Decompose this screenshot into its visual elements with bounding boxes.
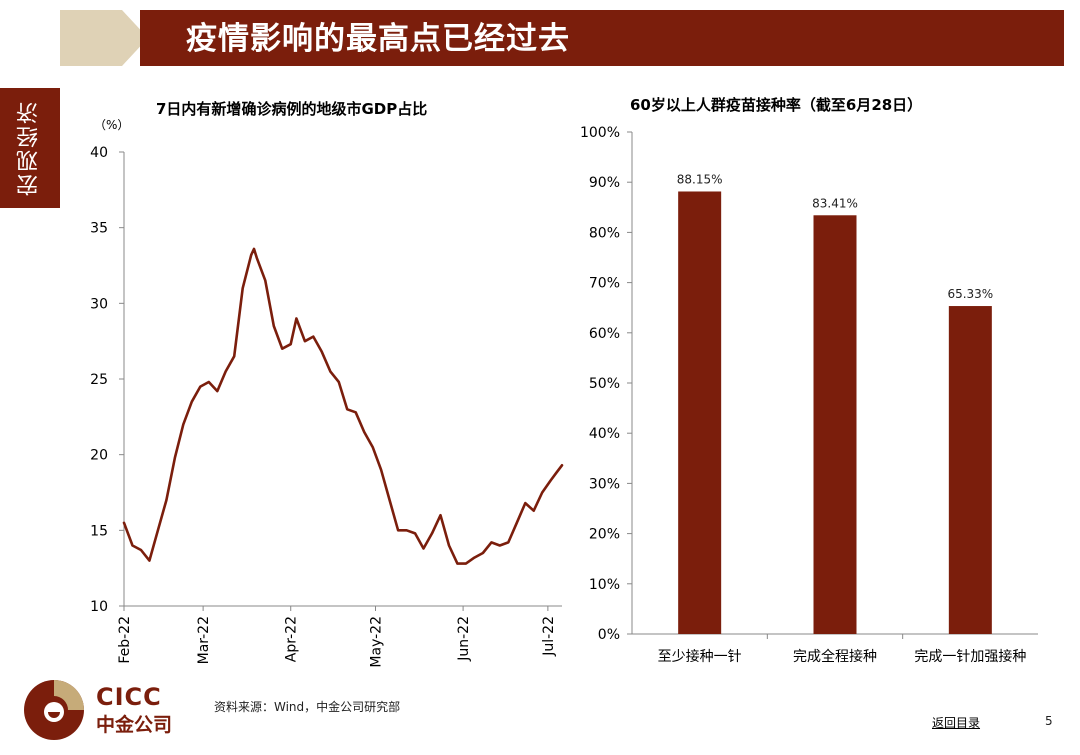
page-number: 5 bbox=[1045, 714, 1053, 728]
line-chart-y-tick-label: 15 bbox=[90, 523, 108, 539]
bar-chart-data-label: 65.33% bbox=[947, 287, 993, 301]
bar-chart-y-tick-label: 10% bbox=[589, 577, 620, 593]
line-chart-y-tick-label: 40 bbox=[90, 145, 108, 161]
side-tab[interactable] bbox=[0, 88, 60, 208]
bar-chart-y-tick-label: 60% bbox=[589, 326, 620, 342]
bar-chart-data-label: 88.15% bbox=[677, 172, 723, 186]
bar-chart-y-tick-label: 80% bbox=[589, 225, 620, 241]
line-chart-y-tick-label: 35 bbox=[90, 221, 108, 237]
line-chart-y-tick-label: 10 bbox=[90, 599, 108, 615]
bar-chart-y-tick-label: 90% bbox=[589, 175, 620, 191]
bar-chart-y-tick-label: 30% bbox=[589, 476, 620, 492]
line-chart-y-unit: （%） bbox=[94, 118, 130, 132]
bar-chart-category-label: 至少接种一针 bbox=[658, 648, 742, 665]
bar-chart-category-label: 完成全程接种 bbox=[793, 648, 877, 665]
line-chart-series-line bbox=[122, 247, 564, 565]
line-chart-x-tick-label: Jul-22 bbox=[541, 616, 557, 657]
bar-chart-y-tick-label: 70% bbox=[589, 276, 620, 292]
page-title: 疫情影响的最高点已经过去 bbox=[186, 21, 570, 57]
bar-chart-category-label: 完成一针加强接种 bbox=[914, 648, 1026, 665]
bar-chart-bar bbox=[678, 191, 722, 634]
line-chart-x-tick-label: Feb-22 bbox=[117, 616, 133, 664]
bar-chart-y-tick-label: 20% bbox=[589, 527, 620, 543]
line-chart-title: 7日内有新增确诊病例的地级市GDP占比 bbox=[156, 100, 428, 118]
header-band bbox=[140, 10, 1064, 66]
line-chart-y-tick-label: 30 bbox=[90, 296, 108, 312]
bar-chart-y-tick-label: 0% bbox=[598, 627, 620, 643]
logo-text-en: CICC bbox=[96, 683, 162, 711]
line-chart: 10 15 20 25 30 35 40 Feb-22 Mar-22 Apr-22 May-22 Ju… bbox=[90, 145, 564, 668]
bar-chart-y-tick-label: 50% bbox=[589, 376, 620, 392]
line-chart-x-tick-label: May-22 bbox=[368, 616, 384, 668]
line-chart-y-tick-label: 20 bbox=[90, 448, 108, 464]
header-chevron-decoration bbox=[60, 10, 148, 66]
bar-chart-y-tick-label: 100% bbox=[580, 125, 620, 141]
bar-chart-data-label: 83.41% bbox=[812, 196, 858, 210]
cicc-logo-icon bbox=[24, 680, 84, 740]
logo-text-cn: 中金公司 bbox=[96, 714, 173, 736]
back-to-contents-link[interactable]: 返回目录 bbox=[932, 716, 981, 730]
side-tab-label[interactable]: 宏观经济 bbox=[17, 100, 42, 196]
source-note: 资料来源：Wind，中金公司研究部 bbox=[214, 700, 401, 714]
line-chart-x-tick-label: Apr-22 bbox=[284, 616, 300, 662]
line-chart-y-tick-label: 25 bbox=[90, 372, 108, 388]
header-chevron-shape bbox=[60, 10, 148, 66]
bar-chart: 0% 10% 20% 30% 40% 50% 60% 70% 80% 90% 100% 88.15% 至… bbox=[580, 125, 1038, 665]
line-chart-x-tick-label: Jun-22 bbox=[456, 616, 472, 662]
bar-chart-y-tick-label: 40% bbox=[589, 426, 620, 442]
line-chart-x-tick-label: Mar-22 bbox=[196, 616, 212, 664]
bar-chart-bar bbox=[813, 215, 857, 634]
bar-chart-title: 60岁以上人群疫苗接种率（截至6月28日） bbox=[630, 96, 923, 114]
bar-chart-bar bbox=[948, 306, 992, 634]
